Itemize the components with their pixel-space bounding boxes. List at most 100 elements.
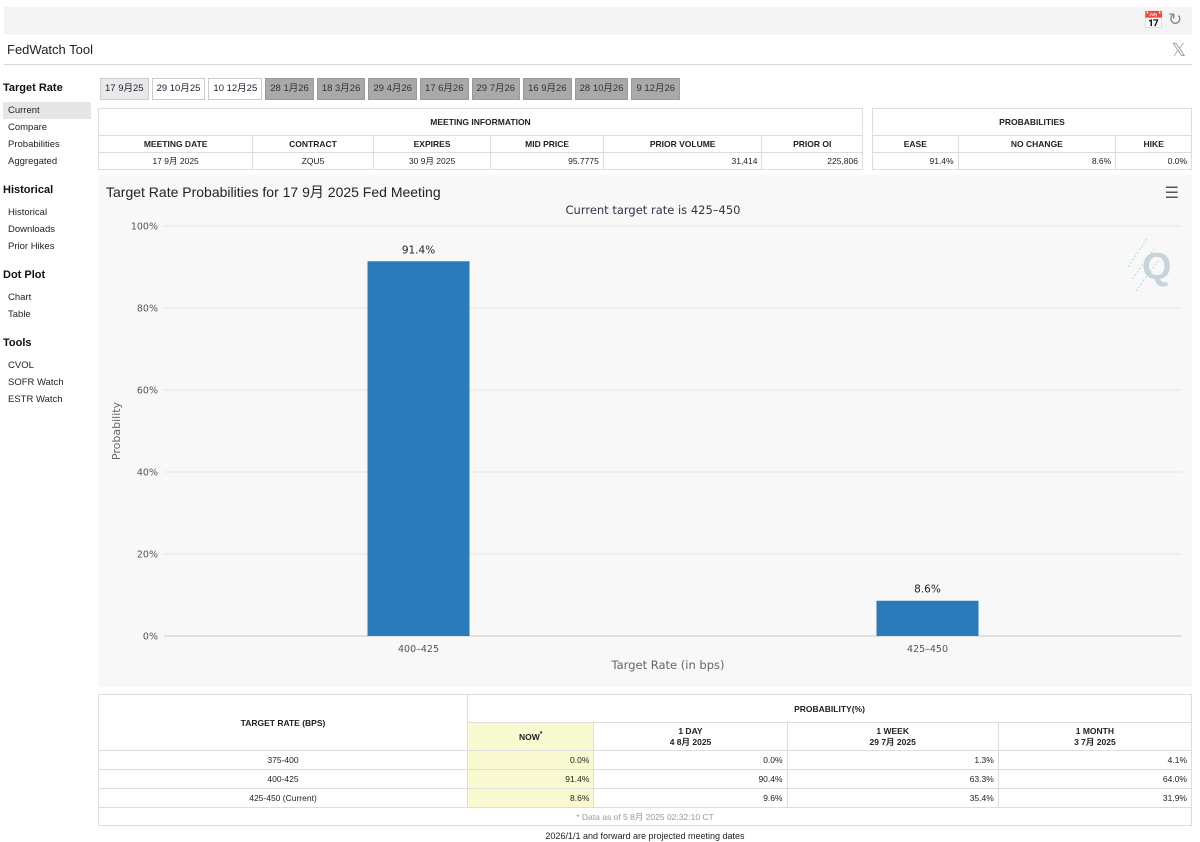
y-tick-label: 0%: [143, 632, 158, 643]
projected-dates-note: 2026/1/1 and forward are projected meeti…: [545, 831, 745, 841]
prob-column-label: 1 DAY: [598, 726, 782, 736]
prob-column-label: 1 MONTH: [1003, 726, 1187, 736]
header-expires: EXPIRES: [372, 135, 492, 153]
tab-meeting-date[interactable]: 18 3月26: [316, 78, 366, 100]
tab-meeting-date[interactable]: 10 12月25: [208, 78, 263, 100]
sidebar-group-target-rate: Target Rate Current Compare Probabilities Ag…: [3, 82, 91, 170]
y-tick-label: 20%: [137, 550, 158, 561]
sidebar-item-historical[interactable]: Historical: [8, 207, 48, 218]
table-row: 375-400 0.0% 0.0% 1.3% 4.1%: [98, 750, 1193, 770]
prior-oi-value: 225,806: [761, 152, 863, 170]
prob-column-label-text: 1 WEEK: [876, 725, 909, 736]
header-contract: CONTRACT: [252, 135, 374, 153]
sidebar-heading: Dot Plot: [3, 269, 46, 281]
prob-column-header: 1 DAY 4 8月 2025: [593, 722, 788, 751]
header-hike: HIKE: [1115, 135, 1192, 153]
header-prior-oi: PRIOR OI: [761, 135, 863, 153]
probability-cell: 8.6%: [466, 788, 595, 808]
data-timestamp-footnote: * Data as of 5 8月 2025 02:32:10 CT: [98, 807, 1192, 826]
divider: [4, 64, 1192, 65]
sidebar-item-compare[interactable]: Compare: [8, 122, 48, 133]
bar-chart: Current target rate is 425–450 0% 20% 40% 60…: [110, 203, 1182, 672]
prob-column-label: NOW*: [472, 731, 589, 742]
sidebar-item-aggregated[interactable]: Aggregated: [8, 156, 58, 167]
probability-cell: 0.0%: [466, 750, 595, 770]
tab-meeting-date[interactable]: 28 10月26: [574, 78, 629, 100]
tab-meeting-date[interactable]: 9 12月26: [631, 78, 681, 100]
sidebar-heading: Tools: [3, 337, 32, 349]
tab-meeting-date[interactable]: 29 10月25: [151, 78, 206, 100]
probability-cell: 64.0%: [997, 769, 1193, 789]
sidebar-group-tools: Tools CVOL SOFR Watch ESTR Watch: [3, 337, 91, 408]
probability-cell: 4.1%: [997, 750, 1193, 770]
probability-cell: 9.6%: [593, 788, 788, 808]
probability-cell: 90.4%: [593, 769, 788, 789]
sidebar-item-sofr-watch[interactable]: SOFR Watch: [8, 377, 64, 388]
y-tick-label: 60%: [137, 386, 158, 397]
probability-history-table: TARGET RATE (BPS) PROBABILITY(%) NOW* 1 D…: [98, 694, 1193, 826]
sidebar-item-chart[interactable]: Chart: [8, 292, 32, 303]
sidebar-group-historical: Historical Historical Downloads Prior Hikes: [3, 184, 91, 255]
top-toolbar: 📅 ↻: [4, 7, 1192, 35]
probability-cell: 1.3%: [786, 750, 999, 770]
prob-column-date: 29 7月 2025: [869, 736, 916, 747]
probability-cell: 31.9%: [997, 788, 1193, 808]
header-mid-price: MID PRICE: [490, 135, 604, 153]
header-probability: PROBABILITY(%): [467, 694, 1192, 723]
sidebar-item-cvol[interactable]: CVOL: [8, 360, 34, 371]
x-axis-label: Target Rate (in bps): [611, 658, 725, 672]
sidebar-item-prior-hikes[interactable]: Prior Hikes: [8, 241, 55, 252]
refresh-icon[interactable]: ↻: [1168, 10, 1183, 29]
contract-value: ZQU5: [252, 152, 374, 170]
sidebar-group-dot-plot: Dot Plot Chart Table: [3, 269, 91, 323]
prob-column-date: 3 7月 2025: [1074, 736, 1116, 747]
calendar-download-icon[interactable]: 📅: [1143, 11, 1165, 30]
sidebar-item-current[interactable]: Current: [3, 102, 91, 119]
prob-column-label-text: 1 MONTH: [1075, 725, 1115, 736]
tab-meeting-date[interactable]: 16 9月26: [523, 78, 572, 100]
watermark-logo: Q: [1142, 246, 1172, 288]
header-prior-volume: PRIOR VOLUME: [602, 135, 763, 153]
sidebar-item-probabilities[interactable]: Probabilities: [8, 139, 60, 150]
hamburger-menu-icon[interactable]: ☰: [1164, 185, 1179, 202]
header-ease: EASE: [872, 135, 959, 153]
no-change-value: 8.6%: [957, 152, 1117, 170]
prob-column-header: 1 MONTH 3 7月 2025: [997, 722, 1193, 751]
prob-column-label-text: 1 DAY: [678, 725, 703, 736]
sidebar-nav: Target Rate Current Compare Probabilities Ag…: [3, 82, 91, 422]
x-twitter-icon[interactable]: 𝕏: [1171, 40, 1186, 60]
meeting-info-table: MEETING INFORMATION MEETING DATE CONTRAC…: [97, 108, 863, 170]
x-tick-label: 425–450: [907, 644, 948, 655]
probability-cell: 0.0%: [593, 750, 788, 770]
prob-column-header: NOW*: [466, 722, 595, 751]
data-label: 8.6%: [914, 584, 941, 596]
target-rate-cell: 375-400: [98, 750, 468, 770]
bar: [876, 600, 979, 636]
sidebar-item-downloads[interactable]: Downloads: [8, 224, 55, 235]
meeting-date-tabs: 17 9月25 29 10月25 10 12月25 28 1月26 18 3月26 29 …: [100, 78, 681, 100]
chart-title: Target Rate Probabilities for 17 9月 2025…: [106, 184, 441, 200]
tab-meeting-date[interactable]: 29 4月26: [368, 78, 417, 100]
table-row: 425-450 (Current) 8.6% 9.6% 35.4% 31.9%: [98, 788, 1193, 808]
hike-value: 0.0%: [1115, 152, 1192, 170]
probability-cell: 35.4%: [786, 788, 999, 808]
chart-panel: Target Rate Probabilities for 17 9月 2025…: [98, 175, 1192, 687]
probability-cell: 91.4%: [466, 769, 595, 789]
tab-meeting-date[interactable]: 28 1月26: [265, 78, 314, 100]
tab-meeting-date[interactable]: 29 7月26: [471, 78, 521, 100]
sidebar-heading: Historical: [3, 184, 54, 196]
y-tick-label: 100%: [131, 222, 158, 233]
x-tick-label: 400–425: [398, 644, 439, 655]
expires-value: 30 9月 2025: [372, 152, 492, 170]
tab-meeting-date[interactable]: 17 6月26: [419, 78, 469, 100]
header-no-change: NO CHANGE: [957, 135, 1117, 153]
y-axis-label: Probability: [110, 401, 123, 460]
tab-meeting-date[interactable]: 17 9月25: [100, 78, 149, 100]
app-title: FedWatch Tool: [7, 42, 93, 57]
sidebar-item-estr-watch[interactable]: ESTR Watch: [8, 394, 63, 405]
prob-column-label-text: NOW: [518, 731, 540, 742]
data-label: 91.4%: [402, 244, 435, 256]
sidebar-item-table[interactable]: Table: [8, 309, 31, 320]
sidebar-heading: Target Rate: [3, 82, 63, 94]
y-tick-label: 80%: [137, 304, 158, 315]
